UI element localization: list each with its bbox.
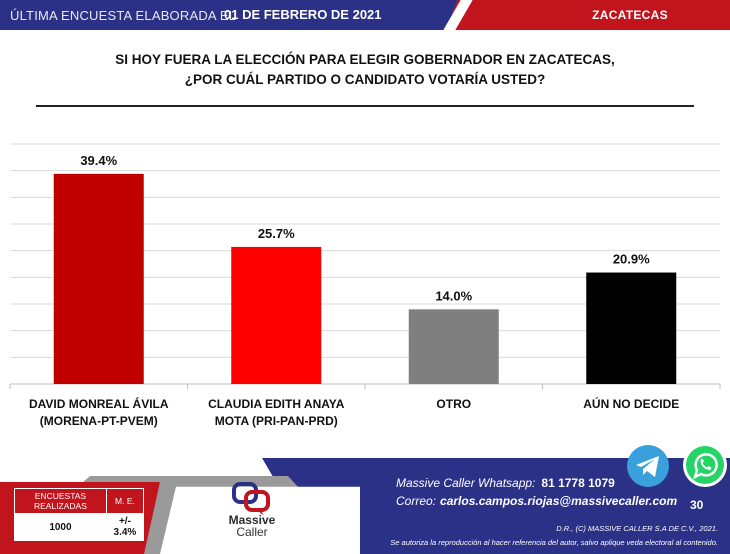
whatsapp-icon[interactable] — [682, 442, 728, 488]
bar-value-label: 25.7% — [258, 226, 295, 241]
survey-stats-table: ENCUESTAS REALIZADAS M. E. 1000 +/- 3.4% — [14, 488, 145, 541]
email-label: Correo: — [396, 494, 437, 508]
survey-date-prefix: ÚLTIMA ENCUESTA ELABORADA EL — [10, 8, 237, 23]
logo-line-1: Massive — [228, 513, 276, 527]
telegram-icon[interactable] — [626, 444, 670, 488]
state-name: ZACATECAS — [592, 8, 668, 22]
stats-value-margin: +/- 3.4% — [105, 513, 145, 541]
whatsapp-contact: Massive Caller Whatsapp: 81 1778 1079 — [396, 476, 615, 490]
page-number: 30 — [690, 498, 704, 512]
whatsapp-label: Massive Caller Whatsapp: — [396, 476, 536, 490]
footer-logo-panel — [160, 486, 360, 554]
bar — [231, 246, 322, 384]
header-banner: ÚLTIMA ENCUESTA ELABORADA EL 01 DE FEBRE… — [0, 0, 730, 30]
header-blue-band — [0, 0, 468, 30]
bar-value-label: 20.9% — [613, 252, 650, 267]
stats-label-margin: M. E. — [105, 488, 145, 514]
question-line-1: SI HOY FUERA LA ELECCIÓN PARA ELEGIR GOB… — [115, 52, 615, 67]
category-label-line: OTRO — [436, 397, 472, 411]
category-label: DAVID MONREAL ÁVILA (MORENA-PT-PVEM) — [14, 396, 184, 430]
massive-caller-logo-text: Massive Caller — [220, 514, 284, 538]
category-label-line: CLAUDIA EDITH ANAYA — [208, 397, 345, 411]
category-label: OTRO — [369, 396, 539, 413]
copyright-line-2: Se autoriza la reproducción al hacer ref… — [390, 538, 718, 547]
category-label: AÚN NO DECIDE — [546, 396, 716, 413]
copyright-line-1: D.R., (C) MASSIVE CALLER S.A DE C.V., 20… — [556, 524, 718, 533]
question-line-2: ¿POR CUÁL PARTIDO O CANDIDATO VOTARÍA US… — [184, 72, 546, 87]
whatsapp-number[interactable]: 81 1778 1079 — [541, 476, 615, 490]
logo-line-2: Caller — [236, 525, 268, 539]
category-label: CLAUDIA EDITH ANAYA MOTA (PRI-PAN-PRD) — [191, 396, 361, 430]
survey-question: SI HOY FUERA LA ELECCIÓN PARA ELEGIR GOB… — [60, 50, 670, 90]
bar-value-label: 39.4% — [80, 153, 117, 168]
bar-chart: 39.4% 25.7% 14.0% 20.9% — [9, 143, 721, 389]
category-label-line: DAVID MONREAL ÁVILA — [28, 397, 169, 411]
massive-caller-logo-icon — [232, 482, 270, 515]
category-label-line: MOTA (PRI-PAN-PRD) — [214, 414, 338, 428]
question-divider — [36, 105, 694, 107]
stats-value-surveys: 1000 — [14, 513, 107, 541]
email-contact: Correo: carlos.campos.riojas@massivecalle… — [396, 494, 677, 508]
header-red-band — [446, 0, 730, 30]
stats-label-surveys: ENCUESTAS REALIZADAS — [14, 488, 107, 514]
category-label-line: (MORENA-PT-PVEM) — [39, 414, 158, 428]
bar — [53, 173, 144, 384]
category-label-line: AÚN NO DECIDE — [583, 397, 680, 411]
bar — [408, 309, 499, 384]
bar — [586, 272, 677, 384]
email-address[interactable]: carlos.campos.riojas@massivecaller.com — [440, 494, 678, 508]
survey-date: 01 DE FEBRERO DE 2021 — [224, 7, 382, 22]
bar-value-label: 14.0% — [435, 288, 472, 303]
